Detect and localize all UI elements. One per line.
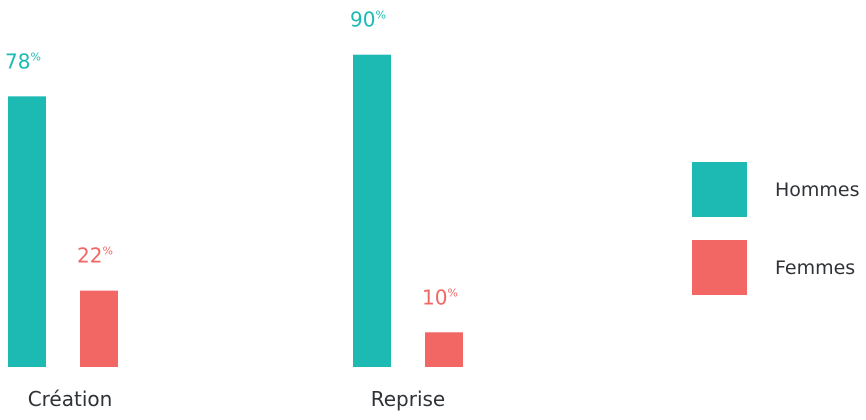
legend-label-hommes: Hommes (775, 178, 860, 201)
bar-femmes-1 (425, 332, 463, 367)
data-label-femmes-1: 10% (422, 285, 458, 309)
category-label-0: Création (28, 387, 113, 411)
legend-item-femmes: Femmes (692, 240, 860, 295)
legend-label-femmes: Femmes (775, 256, 856, 279)
data-label-hommes-1: 90% (350, 8, 386, 32)
bar-femmes-0 (80, 290, 118, 367)
legend-swatch-femmes (692, 240, 747, 295)
legend-item-hommes: Hommes (692, 162, 860, 217)
category-label-1: Reprise (371, 387, 446, 411)
chart-legend: Hommes Femmes (692, 162, 860, 318)
bar-hommes-0 (8, 96, 46, 367)
bar-hommes-1 (353, 54, 391, 367)
legend-swatch-hommes (692, 162, 747, 217)
data-label-femmes-0: 22% (77, 244, 113, 268)
data-label-hommes-0: 78% (5, 49, 41, 73)
